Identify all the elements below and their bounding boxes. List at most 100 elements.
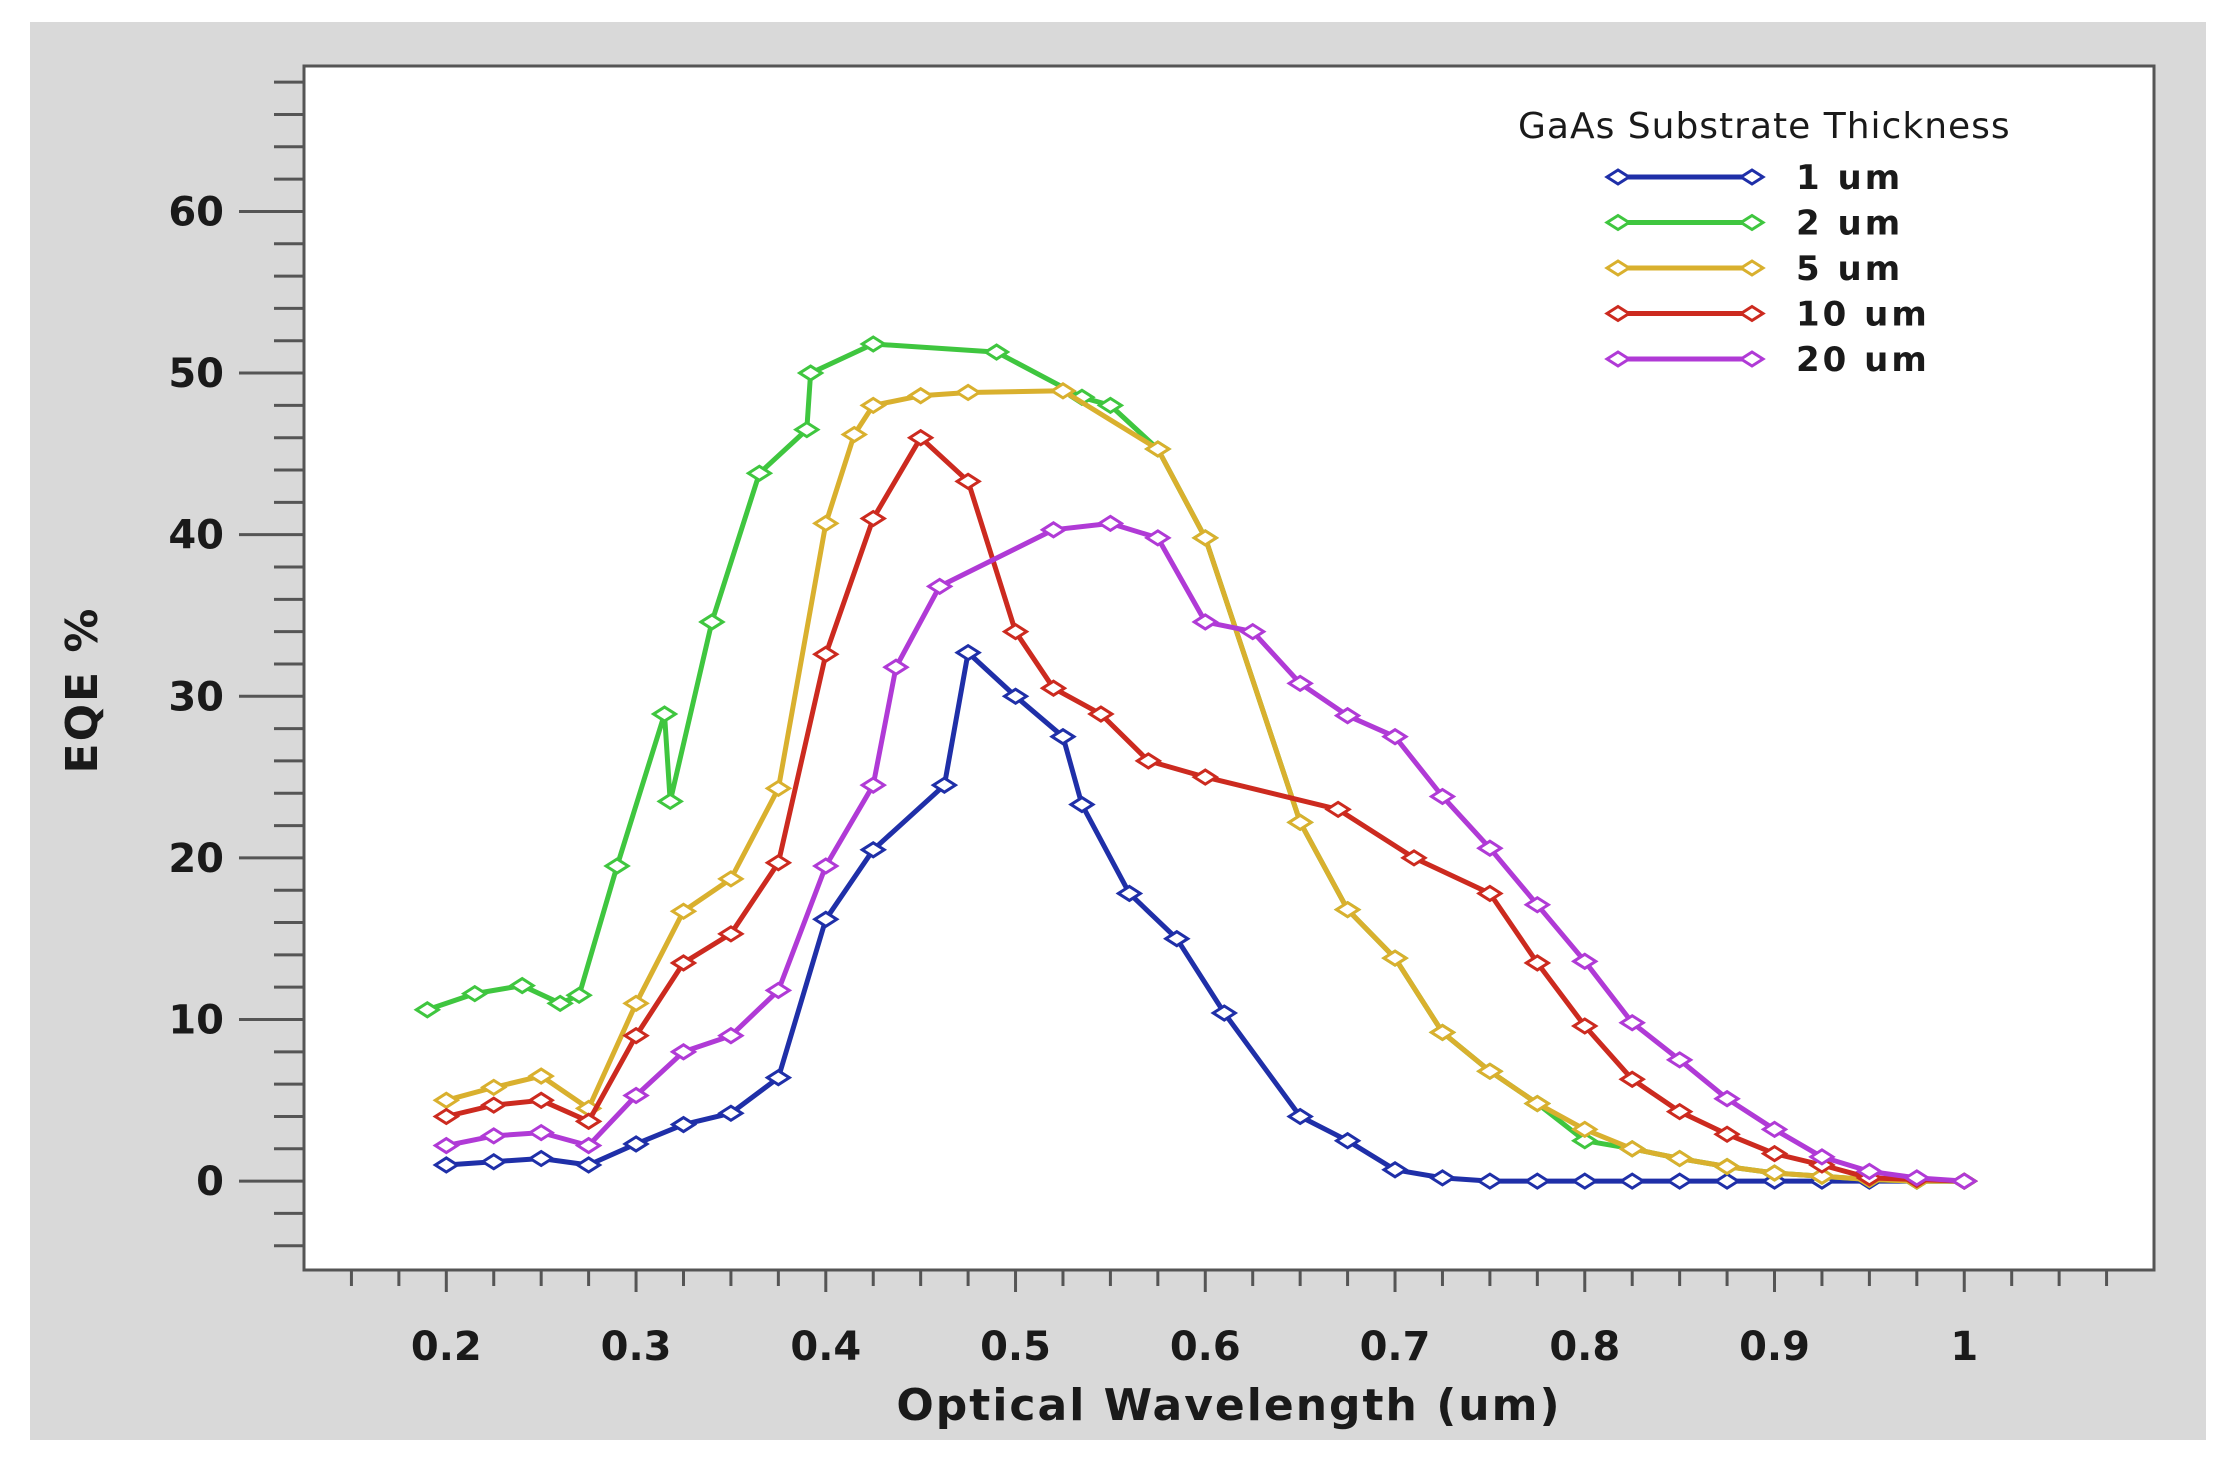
- data-point: [1238, 622, 1267, 641]
- data-point: [1713, 1157, 1741, 1176]
- data-point: [527, 1149, 555, 1168]
- legend-label: 2 um: [1796, 204, 1903, 244]
- data-point: [1476, 1062, 1504, 1080]
- data-point: [796, 364, 825, 382]
- data-point: [1665, 1051, 1694, 1069]
- data-point: [1333, 706, 1362, 725]
- data-point: [1428, 787, 1457, 806]
- y-tick-label: 50: [168, 351, 224, 397]
- data-point: [1760, 1164, 1789, 1182]
- legend-item: 2 um: [1604, 204, 1903, 244]
- plot-area: [302, 64, 2156, 1272]
- data-point: [1001, 687, 1030, 706]
- data-point: [1476, 884, 1504, 903]
- data-point: [669, 954, 698, 972]
- data-point: [1191, 768, 1220, 786]
- data-point: [1144, 529, 1172, 547]
- data-point: [764, 1068, 793, 1087]
- data-point: [717, 1026, 745, 1045]
- legend-item: 20 um: [1604, 340, 1930, 380]
- data-point: [479, 1078, 508, 1097]
- data-point: [1191, 613, 1220, 631]
- series-5: [432, 514, 1979, 1190]
- x-tick-label: 0.2: [411, 1324, 482, 1370]
- data-point: [859, 509, 888, 528]
- data-point: [669, 1043, 698, 1061]
- data-point: [793, 420, 821, 439]
- data-point: [1523, 895, 1552, 914]
- data-point: [479, 1096, 508, 1114]
- data-point: [1087, 705, 1115, 723]
- x-tick-label: 0.3: [601, 1324, 672, 1370]
- legend-marker: [1604, 304, 1632, 323]
- data-point: [1381, 949, 1409, 967]
- data-point: [622, 1135, 650, 1153]
- data-point: [1618, 1172, 1646, 1190]
- data-point: [574, 1112, 603, 1131]
- data-point: [1144, 440, 1172, 458]
- data-point: [812, 514, 840, 533]
- data-point: [432, 1091, 461, 1110]
- data-point: [1665, 1149, 1694, 1168]
- data-point: [1476, 839, 1504, 857]
- data-point: [954, 643, 982, 662]
- data-point: [479, 1152, 508, 1171]
- y-tick-label: 30: [168, 674, 224, 720]
- data-point: [669, 1115, 698, 1134]
- y-tick-label: 40: [168, 513, 224, 559]
- data-point: [1096, 514, 1125, 533]
- data-point: [1665, 1172, 1694, 1190]
- data-point: [1191, 529, 1220, 547]
- data-point: [1760, 1120, 1789, 1139]
- x-tick-label: 1: [1950, 1324, 1978, 1370]
- data-point: [1428, 1169, 1457, 1187]
- data-point: [1210, 1004, 1239, 1022]
- y-tick-label: 20: [168, 836, 224, 882]
- data-point: [930, 776, 959, 794]
- series-1: [432, 643, 1979, 1190]
- data-point: [1115, 884, 1144, 903]
- data-point: [954, 472, 982, 491]
- data-point: [546, 994, 574, 1013]
- data-point: [1618, 1070, 1646, 1089]
- data-point: [1713, 1172, 1741, 1190]
- legend-marker: [1604, 259, 1632, 277]
- legend-label: 5 um: [1796, 249, 1903, 289]
- data-point: [1068, 795, 1096, 814]
- data-point: [574, 1156, 603, 1174]
- data-point: [859, 396, 888, 415]
- data-point: [413, 1001, 442, 1019]
- x-tick-label: 0.9: [1739, 1324, 1810, 1370]
- legend-item: 1 um: [1604, 158, 1900, 198]
- data-point: [906, 386, 935, 405]
- data-point: [717, 870, 745, 888]
- data-point: [1381, 727, 1409, 746]
- data-point: [764, 981, 793, 1000]
- legend-marker: [1738, 304, 1766, 323]
- data-point: [527, 1067, 555, 1085]
- data-point: [565, 986, 593, 1005]
- legend-label: 20 um: [1796, 340, 1930, 380]
- data-point: [1476, 1172, 1504, 1190]
- legend-marker: [1738, 213, 1766, 232]
- data-point: [717, 1104, 745, 1123]
- data-point: [812, 645, 840, 664]
- data-point: [574, 1136, 603, 1155]
- data-point: [1760, 1144, 1789, 1163]
- data-point: [1286, 674, 1314, 693]
- data-point: [603, 857, 631, 875]
- data-point: [925, 577, 954, 596]
- data-point: [1400, 849, 1428, 867]
- x-tick-label: 0.6: [1170, 1324, 1241, 1370]
- x-tick-label: 0.8: [1549, 1324, 1620, 1370]
- data-point: [1286, 813, 1314, 832]
- data-point: [1134, 752, 1163, 770]
- data-point: [479, 1127, 508, 1145]
- legend-marker: [1604, 350, 1632, 368]
- legend-marker: [1604, 213, 1632, 232]
- data-point: [1286, 1107, 1314, 1126]
- x-tick-label: 0.5: [980, 1324, 1051, 1370]
- data-point: [1039, 679, 1068, 697]
- data-point: [1855, 1162, 1884, 1181]
- legend-marker: [1738, 350, 1766, 368]
